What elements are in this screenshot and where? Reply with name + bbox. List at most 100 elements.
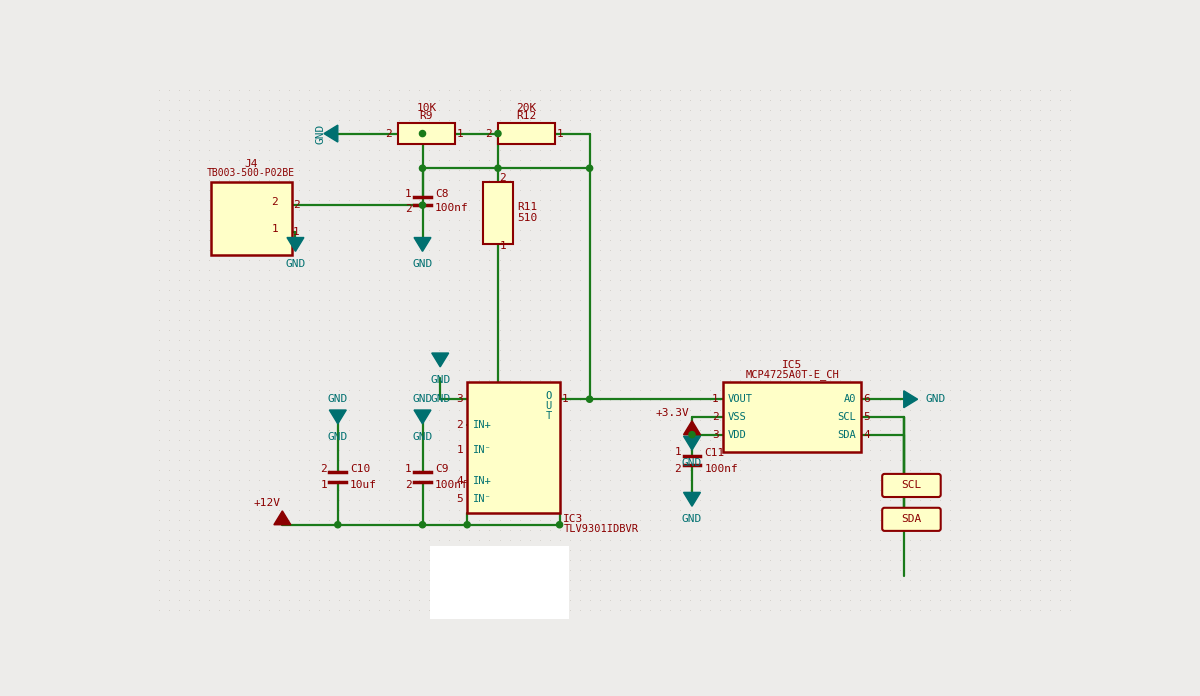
Polygon shape — [329, 410, 347, 424]
Text: VSS: VSS — [728, 412, 746, 422]
Text: 2: 2 — [674, 464, 682, 474]
Text: GND: GND — [430, 394, 450, 404]
Text: SCL: SCL — [901, 480, 922, 491]
Text: 3: 3 — [713, 429, 719, 440]
Text: C8: C8 — [434, 189, 449, 199]
Text: 1: 1 — [271, 224, 278, 234]
Text: O: O — [546, 391, 552, 401]
Text: 5: 5 — [456, 494, 463, 505]
Text: GND: GND — [682, 458, 702, 468]
Bar — [467, 382, 559, 513]
Text: R12: R12 — [516, 111, 536, 121]
Text: 1: 1 — [456, 129, 463, 139]
FancyBboxPatch shape — [882, 474, 941, 497]
Text: SCL: SCL — [838, 412, 856, 422]
Polygon shape — [684, 421, 701, 434]
Text: +12V: +12V — [253, 498, 280, 508]
Polygon shape — [274, 511, 290, 525]
Text: VOUT: VOUT — [728, 394, 754, 404]
Polygon shape — [904, 390, 918, 408]
Text: TB003-500-P02BE: TB003-500-P02BE — [208, 168, 295, 178]
Text: T: T — [546, 411, 552, 421]
Circle shape — [420, 521, 426, 528]
Polygon shape — [414, 237, 431, 251]
Text: 2: 2 — [404, 204, 412, 214]
Text: GND: GND — [328, 432, 348, 441]
Circle shape — [587, 165, 593, 171]
Bar — [398, 122, 455, 144]
Text: IC3: IC3 — [564, 514, 583, 524]
Bar — [431, 546, 569, 619]
Text: IN+: IN+ — [473, 420, 492, 429]
Text: TLV9301IDBVR: TLV9301IDBVR — [564, 523, 638, 534]
Circle shape — [420, 165, 426, 171]
Text: GND: GND — [413, 259, 433, 269]
Polygon shape — [684, 436, 701, 450]
Text: 100nf: 100nf — [434, 203, 468, 213]
Bar — [722, 382, 862, 452]
Text: GND: GND — [682, 514, 702, 524]
Text: 1: 1 — [293, 227, 300, 237]
Text: GND: GND — [316, 123, 326, 143]
Circle shape — [587, 396, 593, 402]
Circle shape — [335, 521, 341, 528]
Text: C9: C9 — [434, 464, 449, 474]
Bar — [211, 182, 292, 255]
Text: IN⁻: IN⁻ — [473, 445, 492, 455]
Text: 2: 2 — [404, 480, 412, 491]
Text: A0: A0 — [844, 394, 856, 404]
Text: 1: 1 — [499, 241, 506, 251]
Text: R9: R9 — [420, 111, 433, 121]
Text: 4: 4 — [864, 429, 870, 440]
Text: 2: 2 — [485, 129, 492, 139]
Text: 510: 510 — [517, 213, 538, 223]
Text: SDA: SDA — [838, 429, 856, 440]
Text: U: U — [546, 401, 552, 411]
Polygon shape — [432, 353, 449, 367]
Polygon shape — [414, 410, 431, 424]
Text: SDA: SDA — [901, 514, 922, 524]
Text: 1: 1 — [404, 464, 412, 473]
Text: 2: 2 — [320, 464, 328, 473]
Text: 2: 2 — [293, 200, 300, 210]
Text: 100nf: 100nf — [434, 480, 468, 490]
Text: GND: GND — [286, 259, 306, 269]
Polygon shape — [324, 125, 338, 142]
Text: C11: C11 — [704, 448, 725, 458]
Text: 2: 2 — [271, 197, 278, 207]
Text: C10: C10 — [350, 464, 371, 474]
Text: 10uf: 10uf — [350, 480, 377, 490]
Circle shape — [557, 521, 563, 528]
Text: IN+: IN+ — [473, 476, 492, 486]
Circle shape — [420, 130, 426, 136]
Circle shape — [494, 130, 502, 136]
Text: 100nf: 100nf — [704, 464, 738, 473]
Text: 2: 2 — [713, 412, 719, 422]
Text: 1: 1 — [404, 189, 412, 198]
Text: 1: 1 — [320, 480, 328, 491]
Text: 1: 1 — [456, 445, 463, 455]
Circle shape — [689, 432, 695, 438]
Text: J4: J4 — [245, 159, 258, 168]
Bar — [498, 122, 554, 144]
Circle shape — [464, 521, 470, 528]
Text: IC5: IC5 — [782, 361, 803, 370]
Bar — [482, 182, 514, 244]
Text: 3: 3 — [456, 394, 463, 404]
Text: 6: 6 — [864, 394, 870, 404]
Text: 10K: 10K — [416, 103, 437, 113]
Text: IN⁻: IN⁻ — [473, 494, 492, 505]
Circle shape — [420, 202, 426, 208]
Text: GND: GND — [413, 432, 433, 441]
Text: MCP4725A0T-E_CH: MCP4725A0T-E_CH — [745, 369, 839, 380]
Text: 2: 2 — [499, 173, 506, 183]
Polygon shape — [287, 237, 304, 251]
Text: +3.3V: +3.3V — [656, 408, 690, 418]
Text: 1: 1 — [562, 394, 569, 404]
Text: 1: 1 — [674, 448, 682, 457]
Text: GND: GND — [925, 394, 946, 404]
Text: 1: 1 — [557, 129, 563, 139]
Circle shape — [494, 165, 502, 171]
Text: 2: 2 — [456, 420, 463, 429]
Polygon shape — [684, 492, 701, 506]
